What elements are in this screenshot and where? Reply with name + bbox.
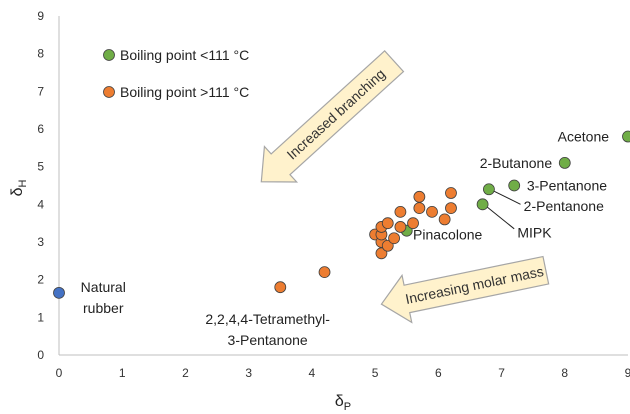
point-series-0 bbox=[622, 130, 630, 143]
arrow-shape-branching bbox=[260, 49, 405, 183]
axes: 0 1 2 3 4 5 6 7 8 9 0 1 2 3 4 5 6 7 8 9 bbox=[37, 9, 630, 380]
legend-marker-1 bbox=[103, 86, 115, 98]
arrow-shape-molar bbox=[380, 255, 550, 324]
annotation-pinacolone: Pinacolone bbox=[413, 226, 482, 242]
y-tick-label: 2 bbox=[37, 273, 44, 287]
annotation-tmp2: 3-Pentanone bbox=[228, 332, 308, 348]
data-points bbox=[53, 130, 630, 299]
point-series-2 bbox=[53, 286, 65, 299]
arrow-branching: Increased branching bbox=[260, 49, 405, 183]
x-tick-label: 9 bbox=[625, 366, 630, 380]
y-tick-label: 5 bbox=[37, 160, 44, 174]
point-series-1 bbox=[413, 190, 426, 203]
point-series-1 bbox=[388, 232, 400, 245]
y-axis-label-sub: H bbox=[17, 180, 29, 188]
annotation-rubber1: Natural bbox=[81, 279, 126, 295]
x-tick-label: 4 bbox=[309, 366, 316, 380]
point-series-0 bbox=[558, 156, 571, 169]
x-tick-label: 1 bbox=[119, 366, 126, 380]
y-tick-label: 6 bbox=[37, 122, 44, 136]
point-series-1 bbox=[407, 217, 419, 230]
arrow-molar: Increasing molar mass bbox=[380, 255, 550, 324]
y-tick-label: 0 bbox=[37, 348, 44, 362]
y-tick-label: 1 bbox=[37, 310, 44, 324]
x-tick-label: 8 bbox=[561, 366, 568, 380]
y-tick-label: 4 bbox=[37, 197, 44, 211]
annotations: Acetone 2-Butanone 3-Pentanone 2-Pentanone M… bbox=[81, 129, 610, 348]
leader-line bbox=[489, 188, 521, 205]
legend-label-1: Boiling point >111 °C bbox=[120, 84, 249, 100]
point-series-1 bbox=[381, 217, 394, 230]
y-tick-label: 7 bbox=[37, 84, 44, 98]
point-series-1 bbox=[438, 213, 451, 226]
annotation-acetone: Acetone bbox=[558, 129, 610, 145]
point-series-1 bbox=[394, 205, 407, 218]
y-tick-label: 3 bbox=[37, 235, 44, 249]
point-series-1 bbox=[381, 239, 394, 252]
annotation-pentanone3: 3-Pentanone bbox=[527, 178, 607, 194]
x-axis-label: δP bbox=[335, 393, 351, 413]
point-series-1 bbox=[445, 187, 457, 199]
point-series-1 bbox=[413, 202, 426, 215]
legend: Boiling point <111 °C Boiling point >111 … bbox=[103, 47, 249, 100]
legend-marker-0 bbox=[103, 49, 115, 61]
point-series-1 bbox=[445, 202, 457, 215]
x-tick-label: 5 bbox=[372, 366, 379, 380]
point-series-0 bbox=[508, 179, 521, 192]
point-series-1 bbox=[318, 266, 331, 279]
legend-label-0: Boiling point <111 °C bbox=[120, 47, 249, 63]
point-series-1 bbox=[426, 205, 438, 218]
x-axis-label-main: δ bbox=[335, 393, 344, 410]
y-axis-label-main: δ bbox=[9, 187, 26, 196]
x-tick-label: 7 bbox=[498, 366, 505, 380]
annotation-tmp1: 2,2,4,4-Tetramethyl- bbox=[205, 311, 330, 327]
y-tick-label: 8 bbox=[37, 47, 44, 61]
arrow-label-branching: Increased branching bbox=[283, 66, 388, 163]
x-tick-label: 6 bbox=[435, 366, 442, 380]
y-axis-label: δH bbox=[9, 180, 29, 197]
y-tick-label: 9 bbox=[37, 9, 44, 23]
point-series-1 bbox=[394, 221, 407, 233]
annotation-rubber2: rubber bbox=[83, 300, 124, 316]
x-tick-label: 2 bbox=[182, 366, 189, 380]
leader-lines bbox=[483, 188, 521, 230]
annotation-butanone: 2-Butanone bbox=[480, 155, 553, 171]
annotation-pentanone2: 2-Pentanone bbox=[524, 198, 604, 214]
point-series-0 bbox=[476, 198, 489, 211]
point-series-0 bbox=[483, 183, 495, 196]
x-axis-label-sub: P bbox=[344, 401, 351, 413]
point-series-1 bbox=[274, 281, 287, 294]
annotation-mipk: MIPK bbox=[517, 225, 552, 241]
x-tick-label: 0 bbox=[56, 366, 63, 380]
x-tick-label: 3 bbox=[245, 366, 252, 380]
arrows: Increased branching Increasing molar mass bbox=[260, 49, 550, 324]
leader-line bbox=[483, 203, 515, 230]
